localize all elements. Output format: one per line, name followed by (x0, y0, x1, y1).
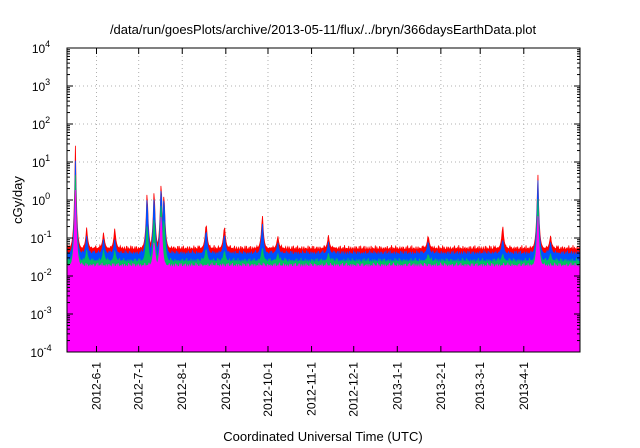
x-tick-label: 2012-9-1 (219, 362, 233, 410)
x-tick-label: 2012-7-1 (132, 362, 146, 410)
x-tick-label: 2012-8-1 (175, 362, 189, 410)
y-tick-label: 104 (32, 39, 50, 56)
y-tick-label: 102 (32, 115, 50, 132)
x-tick-label: 2012-10-1 (261, 362, 275, 417)
y-tick-label: 10-4 (30, 343, 51, 360)
x-tick-label: 2012-6-1 (90, 362, 104, 410)
y-axis-label: cGy/day (10, 176, 25, 224)
grid-lines (67, 48, 580, 352)
x-tick-label: 2012-11-1 (305, 362, 319, 416)
series-layer (66, 145, 581, 353)
y-tick-label: 10-3 (30, 305, 51, 322)
x-tick-label: 2013-4-1 (517, 362, 531, 410)
y-tick-label: 10-2 (30, 267, 51, 284)
x-axis-label: Coordinated Universal Time (UTC) (223, 429, 422, 444)
chart-title: /data/run/goesPlots/archive/2013-05-11/f… (110, 22, 537, 37)
y-tick-label: 103 (32, 77, 50, 94)
x-tick-label: 2013-1-1 (390, 362, 404, 410)
y-tick-label: 100 (32, 191, 50, 208)
x-axis: 2012-6-1 2012-7-1 2012-8-1 2012-9-1 2012-10-… (90, 48, 531, 417)
y-tick-label: 10-1 (30, 229, 51, 246)
y-tick-label: 101 (32, 153, 50, 170)
x-tick-label: 2012-12-1 (347, 362, 361, 417)
x-tick-label: 2013-3-1 (473, 362, 487, 410)
x-tick-label: 2013-2-1 (434, 362, 448, 410)
